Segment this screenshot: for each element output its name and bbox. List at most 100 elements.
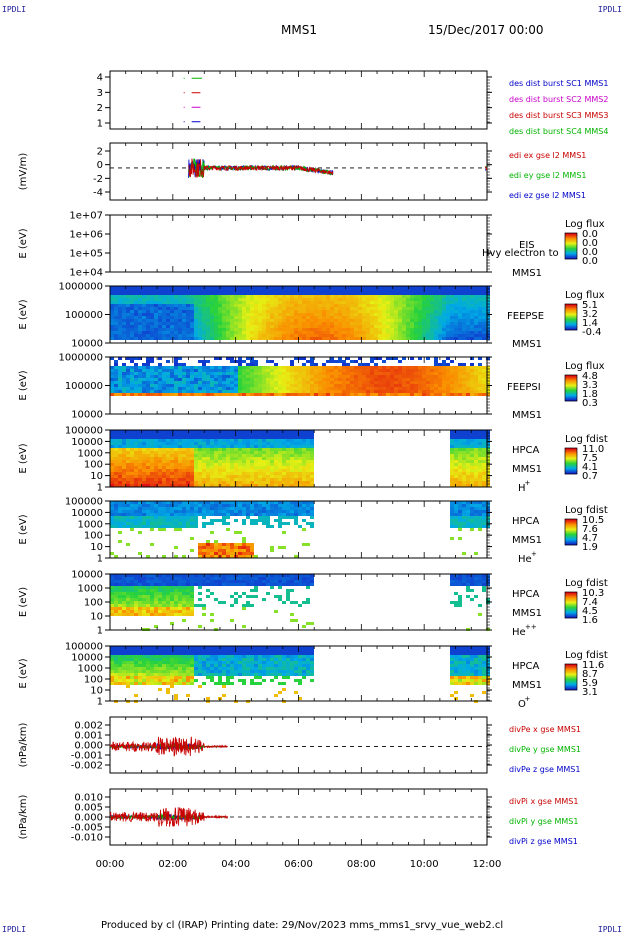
panel-feepse-cell: [370, 334, 374, 337]
panel-feepse-cell: [214, 319, 218, 322]
panel-feepse-cell: [214, 331, 218, 334]
panel-feepse-cell: [466, 301, 470, 304]
panel-feepse-cell: [270, 334, 274, 337]
panel-feepsi-cell: [414, 390, 418, 393]
panel-hpca-he-cell: [162, 555, 166, 558]
panel-hpca-h-cell: [242, 430, 246, 433]
panel-feepse-cell: [290, 316, 294, 319]
panel-feepsi-cell: [230, 360, 234, 363]
panel-hpca-h-cell: [154, 481, 158, 484]
panel-feepse-cell: [266, 334, 270, 337]
panel-feepsi-cell: [174, 378, 178, 381]
panel-hpca-he-cell: [230, 549, 234, 552]
panel-feepsi-cell: [330, 390, 334, 393]
panel-feepse-cell: [454, 301, 458, 304]
panel-feepse-cell: [338, 301, 342, 304]
panel-feepse-cell: [390, 334, 394, 337]
panel-hpca-h-cell: [170, 457, 174, 460]
panel-feepsi-cell: [470, 381, 474, 384]
panel-hpca-h-cbar-frame: [564, 447, 578, 475]
panel-feepse-cell: [170, 310, 174, 313]
panel-hpca-h-cell: [178, 460, 182, 463]
panel-feepsi-cell: [270, 372, 274, 375]
panel-feepse-cell: [298, 325, 302, 328]
panel-feepse-cell: [250, 301, 254, 304]
panel-feepsi-cell: [470, 390, 474, 393]
panel-feepsi-cell: [434, 366, 438, 369]
panel-feepsi-cell: [310, 369, 314, 372]
panel-feepse-cell: [386, 322, 390, 325]
panel-hpca-h-cell: [182, 460, 186, 463]
panel-feepse-cell: [318, 322, 322, 325]
panel-hpca-h-cell: [250, 457, 254, 460]
panel-hpca-h-cell: [170, 460, 174, 463]
panel-feepse-cell: [402, 304, 406, 307]
panel-feepsi-cell: [214, 372, 218, 375]
panel-feepsi-cell: [162, 381, 166, 384]
panel-feepse-cell: [402, 286, 406, 289]
panel-hpca-h-cell: [302, 442, 306, 445]
panel-hpca-h-cell: [302, 466, 306, 469]
panel-hpca-h-cell: [130, 478, 134, 481]
panel-hpca-h-cell: [166, 433, 170, 436]
panel-hpca-h-cell: [266, 463, 270, 466]
panel-feepse-cell: [410, 310, 414, 313]
panel-hpca-h-cell: [114, 484, 118, 487]
panel-feepse-cell: [486, 295, 490, 298]
panel-feepse-cell: [366, 319, 370, 322]
panel-hpca-h-cell: [290, 457, 294, 460]
panel-hpca-h-cell: [190, 457, 194, 460]
panel-feepse-cell: [214, 298, 218, 301]
panel-hpca-h-cell: [478, 460, 482, 463]
panel-feepse-cell: [286, 328, 290, 331]
panel-hpca-h-cell: [150, 439, 154, 442]
panel-feepse-cell: [402, 298, 406, 301]
panel-hpca-h-cell: [110, 436, 114, 439]
panel-feepse-cell: [386, 316, 390, 319]
panel-hpca-h-cell: [130, 469, 134, 472]
panel-feepse-cell: [470, 313, 474, 316]
panel-feepsi-cell: [266, 384, 270, 387]
panel-feepsi-cell: [442, 372, 446, 375]
panel-feepsi-cell: [374, 366, 378, 369]
panel-feepsi-cbar-cell: [565, 386, 577, 388]
panel-feepse-cell: [194, 322, 198, 325]
panel-feepse-cell: [446, 298, 450, 301]
panel-feepse-cell: [274, 325, 278, 328]
panel-feepsi-cell: [346, 366, 350, 369]
panel-hpca-h-cell: [270, 445, 274, 448]
panel-hpca-h-cell: [242, 439, 246, 442]
panel-hpca-h-cell: [282, 436, 286, 439]
panel-hpca-h-cell: [206, 436, 210, 439]
panel-feepsi-cell: [354, 372, 358, 375]
panel-feepse-cell: [310, 328, 314, 331]
panel-hpca-he-cell: [110, 504, 114, 507]
panel-feepsi-cell: [470, 375, 474, 378]
panel-feepsi-cell: [322, 384, 326, 387]
panel-feepse-cell: [154, 298, 158, 301]
panel-hpca-h-cell: [474, 478, 478, 481]
panel-hpca-h-cell: [114, 454, 118, 457]
panel-hpca-h-cbar-cell: [565, 460, 577, 462]
panel-feepse-cell: [218, 319, 222, 322]
panel-hpca-he-cell: [242, 543, 246, 546]
panel-feepse-cell: [266, 304, 270, 307]
panel-hpca-h-cell: [282, 430, 286, 433]
panel-feepsi-cell: [202, 366, 206, 369]
panel-feepse-cell: [278, 310, 282, 313]
panel-feepsi-cell: [186, 384, 190, 387]
panel-feepsi-cell: [250, 378, 254, 381]
panel-hpca-h-cell: [162, 439, 166, 442]
panel-feepse-cell: [334, 289, 338, 292]
panel-feepsi-cell: [486, 357, 490, 360]
panel-hpca-he-cell: [110, 507, 114, 510]
panel-feepse-cell: [302, 298, 306, 301]
panel-feepsi-cell: [294, 357, 298, 360]
panel-feepse-cell: [118, 334, 122, 337]
panel-hpca-he-cell: [242, 537, 246, 540]
panel-feepsi-cell: [162, 384, 166, 387]
panel-hpca-he-cell: [154, 510, 158, 513]
panel-hpca-h-cell: [310, 436, 314, 439]
panel-feepse-cell: [142, 295, 146, 298]
panel-feepse-cell: [178, 298, 182, 301]
